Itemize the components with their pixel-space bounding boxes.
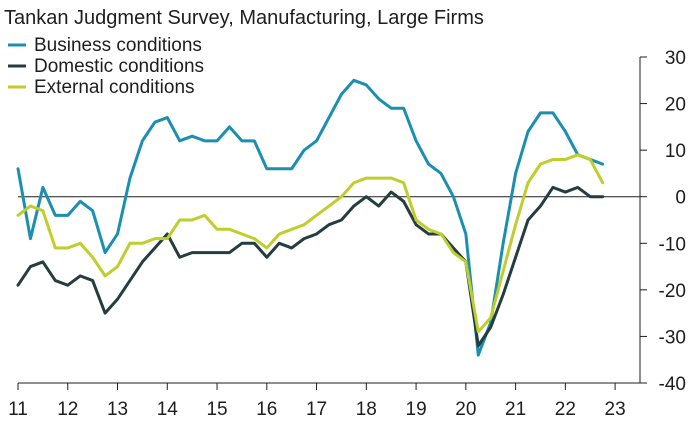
y-tick-label: -10 (659, 234, 686, 255)
x-tick-label: 13 (107, 399, 128, 420)
legend: Business conditions Domestic conditions … (8, 35, 204, 98)
legend-label-business: Business conditions (34, 35, 202, 56)
x-tick-label: 12 (57, 399, 78, 420)
y-tick-label: -20 (659, 281, 686, 302)
y-tick-label: 30 (665, 48, 686, 69)
chart-title: Tankan Judgment Survey, Manufacturing, L… (4, 7, 484, 29)
y-tick-label: 0 (675, 188, 686, 209)
x-tick-label: 21 (505, 399, 526, 420)
x-tick-label: 19 (406, 399, 427, 420)
x-tick-label: 20 (455, 399, 476, 420)
x-tick-label: 17 (306, 399, 327, 420)
series-lines (16, 78, 605, 357)
legend-label-external: External conditions (34, 77, 195, 98)
series-line-external-conditions (16, 153, 605, 334)
x-tick-label: 15 (206, 399, 227, 420)
series-line-domestic-conditions (16, 185, 605, 348)
x-tick-label: 18 (356, 399, 377, 420)
y-tick-label: -40 (659, 374, 686, 395)
x-tick-label: 14 (157, 399, 179, 420)
x-tick-label: 23 (605, 399, 626, 420)
legend-label-domestic: Domestic conditions (34, 56, 204, 77)
axes: 30 20 10 0 -10 -20 -30 -40 11 12 13 14 15 16 17 18 19 20 2… (8, 48, 686, 420)
x-tick-label: 16 (256, 399, 277, 420)
series-line-business-conditions (16, 78, 605, 357)
y-tick-label: 20 (665, 95, 686, 116)
x-tick-label: 22 (555, 399, 576, 420)
x-tick-label: 11 (8, 399, 28, 420)
y-tick-label: -30 (659, 327, 686, 348)
y-tick-label: 10 (665, 141, 686, 162)
